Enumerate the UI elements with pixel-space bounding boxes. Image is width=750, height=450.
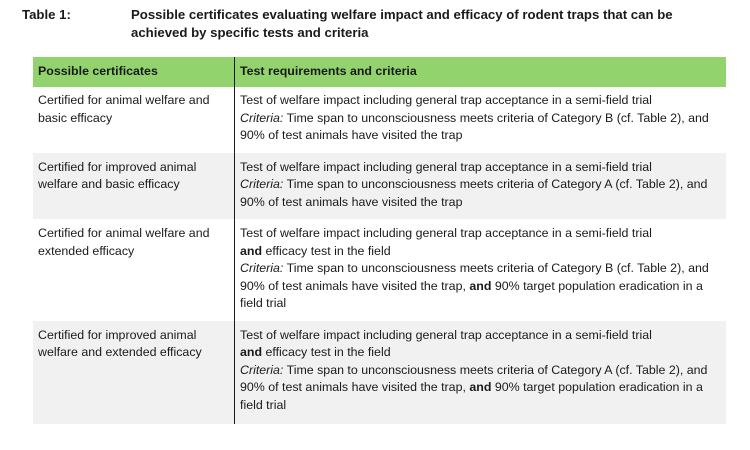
requirements-cell: Test of welfare impact including general… bbox=[234, 219, 726, 321]
criteria-text: Time span to unconsciousness meets crite… bbox=[240, 362, 708, 395]
criteria-and: and bbox=[469, 380, 492, 394]
criteria-label: Criteria: bbox=[240, 362, 284, 377]
test-intro: Test of welfare impact including general… bbox=[240, 226, 652, 240]
certificate-cell: Certified for improved animal welfare an… bbox=[33, 152, 235, 219]
criteria-and: and bbox=[469, 278, 492, 293]
header-test-requirements: Test requirements and criteria bbox=[234, 57, 726, 87]
table-number: Table 1: bbox=[22, 7, 71, 22]
criteria-label: Criteria: bbox=[240, 261, 284, 275]
criteria-extra: 90% target population eradication in a f… bbox=[240, 278, 703, 311]
certificates-table: Possible certificates Test requirements … bbox=[33, 57, 726, 424]
efficacy-and: and bbox=[240, 243, 263, 258]
requirements-cell: Test of welfare impact including general… bbox=[234, 87, 726, 153]
table-row: Certified for improved animal welfare an… bbox=[33, 152, 726, 219]
certificate-cell: Certified for improved animal welfare an… bbox=[33, 320, 235, 424]
requirements-cell: Test of welfare impact including general… bbox=[234, 152, 726, 219]
table-row: Certified for animal welfare and basic e… bbox=[33, 87, 726, 153]
criteria-label: Criteria: bbox=[240, 110, 284, 125]
test-intro: Test of welfare impact including general… bbox=[240, 327, 652, 342]
certificate-cell: Certified for animal welfare and extende… bbox=[33, 219, 235, 321]
efficacy-text: efficacy test in the field bbox=[262, 345, 391, 359]
requirements-cell: Test of welfare impact including general… bbox=[234, 320, 726, 424]
test-intro: Test of welfare impact including general… bbox=[240, 159, 652, 174]
table-title: Possible certificates evaluating welfare… bbox=[131, 7, 673, 40]
criteria-text: Time span to unconsciousness meets crite… bbox=[240, 177, 708, 209]
table-row: Certified for animal welfare and extende… bbox=[33, 219, 726, 321]
criteria-label: Criteria: bbox=[240, 177, 284, 191]
criteria-text: Time span to unconsciousness meets crite… bbox=[240, 110, 709, 143]
header-possible-certificates: Possible certificates bbox=[33, 57, 235, 87]
table-row: Certified for improved animal welfare an… bbox=[33, 320, 726, 424]
efficacy-text: efficacy test in the field bbox=[262, 243, 391, 258]
table-caption: Table 1: Possible certificates evaluatin… bbox=[22, 6, 732, 42]
test-intro: Test of welfare impact including general… bbox=[240, 93, 652, 107]
certificate-cell: Certified for animal welfare and basic e… bbox=[33, 87, 235, 153]
criteria-extra: 90% target population eradication in a f… bbox=[240, 380, 703, 412]
efficacy-and: and bbox=[240, 345, 263, 359]
table-header-row: Possible certificates Test requirements … bbox=[33, 57, 726, 87]
criteria-text: Time span to unconsciousness meets crite… bbox=[240, 261, 709, 293]
